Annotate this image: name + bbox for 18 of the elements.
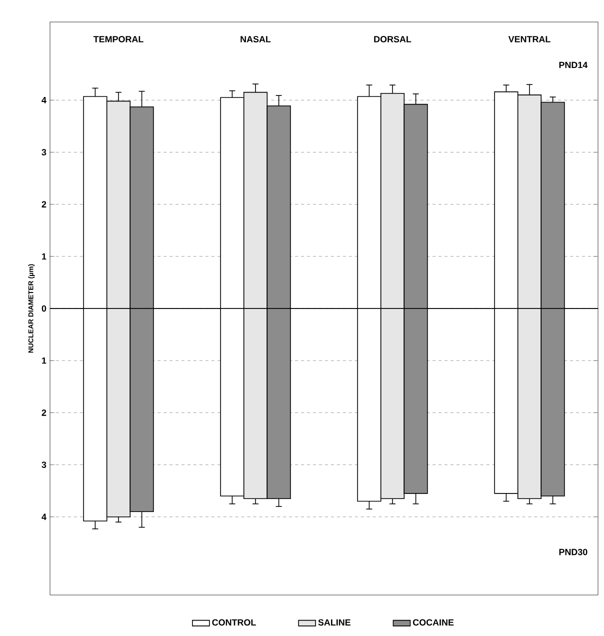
legend-label: SALINE [318, 619, 350, 626]
x-tick-label: DORSAL [374, 36, 412, 42]
annotation: PND14 [559, 62, 588, 68]
annotation: PND30 [559, 548, 588, 556]
y-tick-label: 3 [42, 149, 46, 156]
legend-label: CONTROL [212, 619, 256, 626]
x-tick-label: NASAL [240, 36, 271, 42]
y-tick-label: 0 [42, 305, 46, 312]
y-tick-label: 4 [42, 514, 46, 520]
y-tick-label: 2 [42, 410, 46, 416]
x-tick-label: TEMPORAL [93, 36, 144, 42]
y-tick-label: 1 [42, 358, 46, 364]
y-tick-label: 1 [42, 253, 46, 260]
y-tick-label: 2 [42, 201, 46, 208]
x-tick-label: VENTRAL [508, 36, 550, 42]
legend-label: COCAINE [413, 619, 454, 626]
y-tick-label: 4 [42, 97, 46, 104]
y-tick-label: 3 [42, 462, 46, 468]
